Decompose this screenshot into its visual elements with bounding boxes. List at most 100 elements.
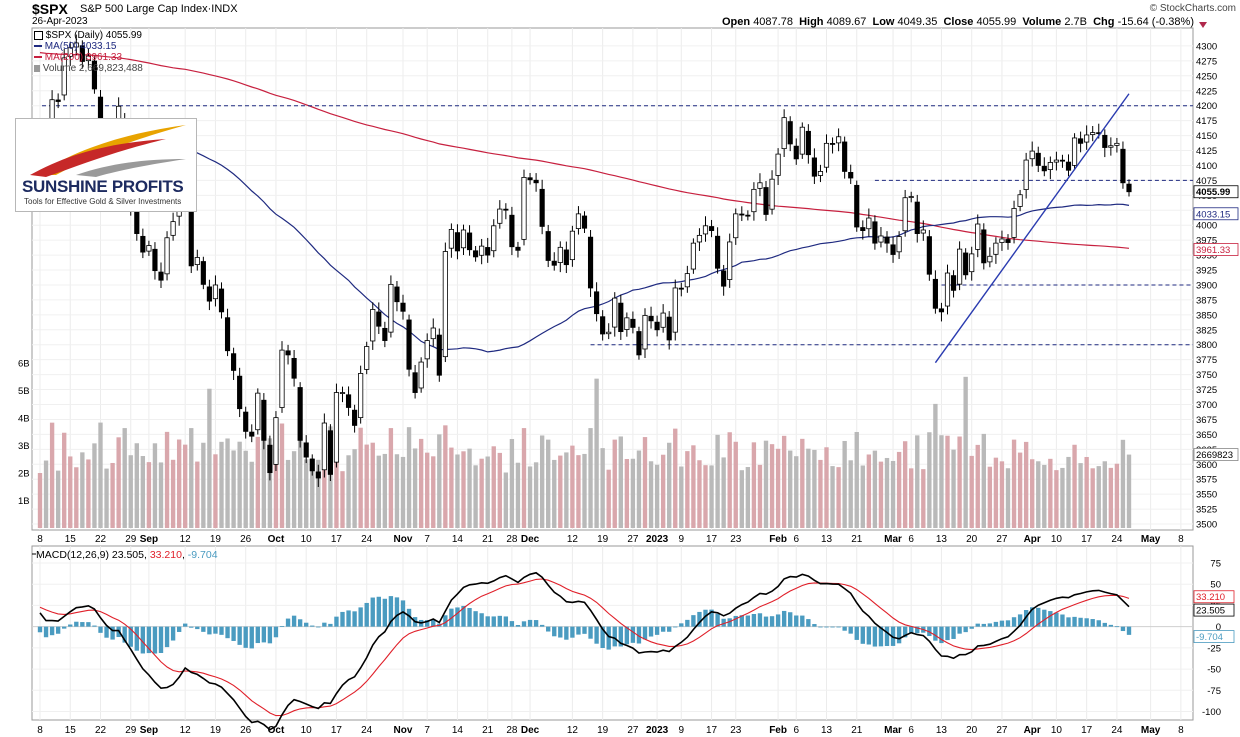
credit-link[interactable]: © StockCharts.com bbox=[1149, 3, 1236, 14]
volume-bar bbox=[981, 433, 986, 528]
x-tick-label: 13 bbox=[936, 725, 948, 736]
candle-body bbox=[920, 229, 926, 234]
macd-histogram-bar bbox=[1096, 620, 1101, 627]
candle-body bbox=[721, 270, 727, 287]
macd-histogram-bar bbox=[322, 622, 327, 627]
macd-last-histogram-label-box bbox=[1193, 630, 1235, 643]
macd-histogram-bar bbox=[376, 596, 381, 627]
macd-histogram-bar bbox=[1036, 607, 1041, 627]
candle-body bbox=[696, 234, 703, 243]
macd-histogram-bar bbox=[763, 616, 769, 627]
x-tick-label: May bbox=[1141, 725, 1161, 736]
down-arrow-icon bbox=[1199, 22, 1207, 28]
volume-bar bbox=[388, 428, 394, 528]
volume-bar bbox=[630, 458, 636, 528]
volume-bar bbox=[539, 435, 545, 528]
candle-body bbox=[757, 182, 763, 189]
macd-histogram-bar bbox=[170, 626, 176, 641]
macd-histogram-bar bbox=[1017, 614, 1023, 627]
macd-histogram-bar bbox=[104, 626, 109, 638]
candle-body bbox=[1126, 183, 1132, 193]
candle-body bbox=[914, 201, 920, 234]
candle-body bbox=[612, 297, 618, 328]
x-tick-label: 10 bbox=[1051, 534, 1063, 545]
macd-histogram-bar bbox=[1066, 617, 1071, 627]
volume-bar bbox=[800, 438, 805, 528]
candle-body bbox=[969, 253, 975, 273]
macd-histogram-bar bbox=[261, 626, 267, 643]
macd-tick-label: 50 bbox=[1210, 580, 1221, 591]
candle-body bbox=[848, 172, 854, 179]
y-tick-label: 3500 bbox=[1196, 520, 1217, 531]
x-tick-label: 12 bbox=[567, 534, 579, 545]
macd-histogram-bar bbox=[1102, 622, 1107, 627]
candle-body bbox=[878, 235, 884, 243]
volume-bar bbox=[896, 451, 902, 528]
x-tick-label: Sep bbox=[140, 534, 158, 545]
volume-bar bbox=[1042, 464, 1047, 528]
candle-body bbox=[678, 287, 684, 290]
candle-body bbox=[975, 223, 981, 250]
volume-bar bbox=[915, 435, 920, 528]
candle-body bbox=[636, 331, 642, 356]
volume-bar bbox=[1102, 461, 1107, 528]
macd-histogram-bar bbox=[237, 626, 242, 645]
macd-histogram-bar bbox=[896, 626, 902, 644]
volume-bar bbox=[878, 461, 884, 528]
x-tick-label: 17 bbox=[1081, 725, 1093, 736]
x-tick-label: 7 bbox=[424, 534, 430, 545]
x-tick-label: 14 bbox=[452, 534, 464, 545]
x-tick-label: 27 bbox=[627, 725, 639, 736]
volume-bar bbox=[437, 434, 442, 528]
macd-tick-label: -100 bbox=[1202, 707, 1221, 718]
volume-bar bbox=[207, 388, 212, 528]
candle-body bbox=[533, 179, 539, 184]
volume-bar bbox=[443, 425, 448, 528]
macd-histogram-bar bbox=[860, 626, 865, 644]
volume-bar bbox=[667, 442, 672, 528]
macd-legend-part: 33.210 bbox=[150, 549, 182, 561]
macd-histogram-bar bbox=[304, 622, 309, 627]
volume-bar bbox=[279, 423, 285, 528]
macd-histogram-bar bbox=[285, 618, 291, 627]
x-tick-label: 12 bbox=[180, 725, 192, 736]
candle-body bbox=[73, 42, 79, 48]
macd-histogram-bar bbox=[334, 616, 339, 627]
macd-histogram-bar bbox=[588, 626, 593, 639]
candle-body bbox=[587, 236, 594, 289]
macd-histogram-bar bbox=[703, 609, 708, 627]
macd-histogram-bar bbox=[267, 626, 273, 644]
macd-histogram-bar bbox=[933, 626, 938, 641]
volume-bar bbox=[98, 422, 103, 528]
volume-bar bbox=[219, 441, 224, 528]
candle-body bbox=[521, 177, 527, 240]
macd-histogram-bar bbox=[715, 613, 720, 627]
x-tick-label: 15 bbox=[65, 725, 77, 736]
volume-bar bbox=[74, 467, 79, 528]
candle-body bbox=[297, 387, 303, 441]
volume-bar bbox=[679, 466, 684, 528]
volume-bar bbox=[884, 457, 890, 528]
volume-bar bbox=[527, 466, 533, 528]
high-label: High bbox=[799, 16, 824, 28]
x-tick-label: 24 bbox=[361, 725, 373, 736]
volume-bar bbox=[473, 465, 478, 528]
low-value: 4049.35 bbox=[897, 16, 938, 28]
macd-histogram-bar bbox=[963, 626, 968, 633]
open-value: 4087.78 bbox=[753, 16, 793, 28]
volume-bar bbox=[340, 471, 345, 528]
candle-body bbox=[170, 221, 176, 236]
volume-tick-label: 1B bbox=[18, 496, 30, 507]
macd-histogram-bar bbox=[642, 626, 648, 640]
volume-bar bbox=[1005, 468, 1011, 528]
candle-body bbox=[509, 214, 515, 248]
volume-bar bbox=[134, 443, 139, 528]
candle-body bbox=[460, 229, 467, 249]
macd-histogram-bar bbox=[140, 626, 146, 654]
candle-body bbox=[751, 188, 757, 213]
macd-histogram-bar bbox=[461, 605, 466, 627]
candle-body bbox=[212, 284, 219, 300]
candle-body bbox=[158, 271, 164, 281]
ma200-line bbox=[39, 52, 1130, 249]
macd-histogram-bar bbox=[134, 626, 139, 651]
